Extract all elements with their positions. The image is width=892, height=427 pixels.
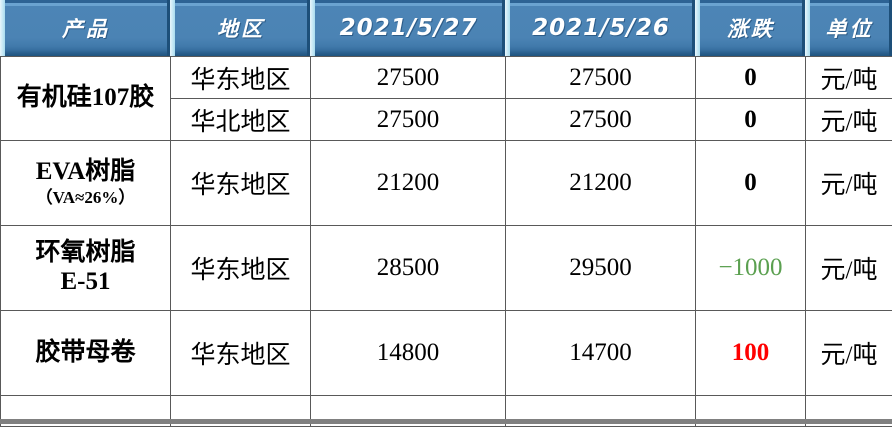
cell-product: 有机硅107胶	[1, 57, 171, 141]
cell-price-prev: 21200	[506, 141, 696, 226]
table-row[interactable]: 环氧树脂 E-51 华东地区 28500 29500 −1000 元/吨	[1, 226, 892, 311]
cell-change: 0	[696, 57, 806, 99]
product-name: EVA树脂	[36, 158, 136, 185]
cell-price-prev: 27500	[506, 99, 696, 141]
table-row[interactable]: EVA树脂 （VA≈26%） 华东地区 21200 21200 0 元/吨	[1, 141, 892, 226]
column-header-price-prev-label: 2021/5/26	[532, 15, 670, 41]
cell-region: 华东地区	[171, 57, 311, 99]
column-header-unit[interactable]: 单位	[805, 0, 892, 56]
cell-region: 华东地区	[171, 226, 311, 311]
column-header-change[interactable]: 涨跌	[695, 0, 805, 56]
cell-price-today: 27500	[311, 57, 506, 99]
table-body: 有机硅107胶 华东地区 27500 27500 0 元/吨 华北地区 2750…	[0, 56, 892, 424]
cell-region: 华东地区	[171, 311, 311, 396]
cell-product: EVA树脂 （VA≈26%）	[1, 141, 171, 226]
cell-region: 华北地区	[171, 99, 311, 141]
cell-price-today: 14800	[311, 311, 506, 396]
column-header-product[interactable]: 产品	[0, 0, 170, 56]
cell-unit: 元/吨	[806, 57, 892, 99]
cell-region: 华东地区	[171, 141, 311, 226]
cell-price-today: 27500	[311, 99, 506, 141]
column-header-product-label: 产品	[62, 13, 110, 43]
product-name: 有机硅107胶	[17, 84, 155, 111]
column-header-region-label: 地区	[217, 13, 265, 43]
cell-change: 0	[696, 141, 806, 226]
cell-product: 环氧树脂 E-51	[1, 226, 171, 311]
table-header-row: 产品 地区 2021/5/27 2021/5/26 涨跌 单位	[0, 0, 892, 56]
product-grade: E-51	[1, 268, 170, 297]
cell-unit: 元/吨	[806, 99, 892, 141]
cell-unit: 元/吨	[806, 141, 892, 226]
table-row[interactable]: 胶带母卷 华东地区 14800 14700 100 元/吨	[1, 311, 892, 396]
cell-change: 100	[696, 311, 806, 396]
product-spec: （VA≈26%）	[1, 188, 170, 208]
cell-price-prev: 29500	[506, 226, 696, 311]
product-name: 胶带母卷	[35, 339, 135, 366]
column-header-unit-label: 单位	[826, 13, 874, 43]
column-header-change-label: 涨跌	[727, 13, 775, 43]
price-grid: 有机硅107胶 华东地区 27500 27500 0 元/吨 华北地区 2750…	[0, 56, 892, 427]
cell-unit: 元/吨	[806, 226, 892, 311]
cell-price-prev: 14700	[506, 311, 696, 396]
cell-unit: 元/吨	[806, 311, 892, 396]
table-bottom-edge	[0, 419, 892, 424]
column-header-region[interactable]: 地区	[170, 0, 310, 56]
column-header-price-today-label: 2021/5/27	[340, 15, 478, 41]
column-header-price-today[interactable]: 2021/5/27	[310, 0, 505, 56]
cell-price-prev: 27500	[506, 57, 696, 99]
product-name: 环氧树脂	[35, 239, 135, 266]
cell-price-today: 28500	[311, 226, 506, 311]
cell-change: 0	[696, 99, 806, 141]
cell-price-today: 21200	[311, 141, 506, 226]
cell-change: −1000	[696, 226, 806, 311]
table-row[interactable]: 有机硅107胶 华东地区 27500 27500 0 元/吨	[1, 57, 892, 99]
cell-product: 胶带母卷	[1, 311, 171, 396]
column-header-price-prev[interactable]: 2021/5/26	[505, 0, 695, 56]
